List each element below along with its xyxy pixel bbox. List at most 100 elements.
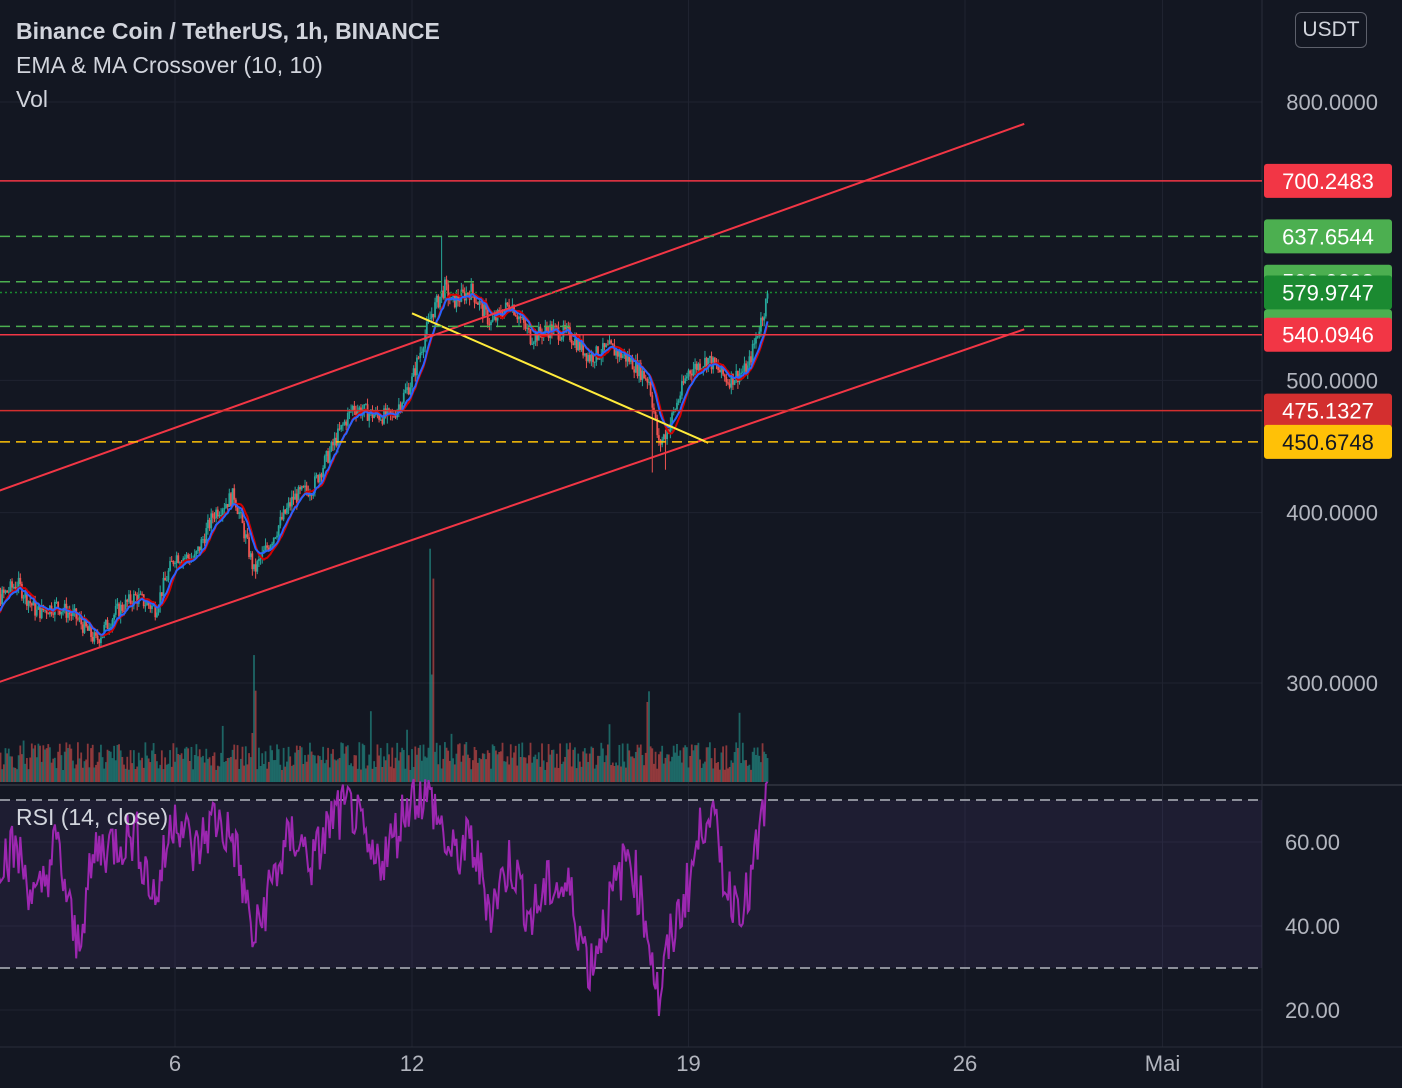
- candle-body: [236, 507, 239, 514]
- candle-body: [529, 329, 532, 345]
- candle-body: [389, 409, 392, 414]
- volume-bar: [394, 757, 397, 782]
- volume-bar: [225, 761, 227, 782]
- candle-body: [340, 424, 343, 430]
- candle-body: [633, 369, 636, 373]
- volume-bar: [70, 748, 73, 782]
- candle-body: [70, 614, 73, 616]
- candle-body: [470, 283, 473, 300]
- candle-body: [159, 592, 162, 607]
- candle-body: [78, 617, 81, 619]
- volume-bar: [745, 760, 748, 782]
- rsi-legend[interactable]: RSI (14, close): [16, 804, 169, 830]
- candle-body: [444, 279, 446, 299]
- candle-body: [501, 315, 504, 318]
- volume-bar: [292, 764, 295, 782]
- candle-body: [210, 513, 213, 529]
- candle-body: [19, 577, 22, 584]
- candle-body: [134, 594, 137, 596]
- volume-bar: [39, 745, 41, 782]
- candle-body: [730, 373, 733, 388]
- candle-body: [430, 313, 433, 319]
- candle-body: [246, 534, 249, 538]
- candle-body: [295, 493, 298, 503]
- candle-body: [740, 372, 743, 374]
- volume-bar: [646, 701, 649, 782]
- candle-body: [488, 324, 491, 326]
- volume-bar: [333, 759, 336, 782]
- candle-body: [132, 594, 135, 606]
- volume-bar: [190, 746, 193, 782]
- volume-bar: [63, 751, 66, 782]
- price-label-tag: [1264, 163, 1392, 198]
- volume-bar: [114, 760, 117, 782]
- candle-body: [687, 370, 690, 377]
- candle-body: [409, 387, 412, 395]
- volume-bar: [152, 743, 155, 782]
- volume-bar: [313, 755, 316, 782]
- price-tick-label: 500.0000: [1286, 368, 1378, 393]
- volume-bar: [108, 750, 111, 782]
- volume-bar: [207, 758, 209, 782]
- candle-body: [588, 354, 591, 362]
- volume-bar: [547, 744, 550, 782]
- candle-body: [625, 353, 627, 362]
- volume-bar: [289, 756, 292, 782]
- volume-bar: [708, 742, 711, 782]
- volume-bar: [468, 757, 471, 782]
- candle-body: [129, 594, 132, 604]
- volume-bar: [21, 754, 23, 782]
- volume-bar: [246, 764, 249, 782]
- candle-body: [262, 550, 265, 553]
- volume-bar: [743, 760, 746, 782]
- volume-bar: [524, 757, 527, 782]
- volume-bar: [471, 760, 474, 782]
- ema-ma-legend[interactable]: EMA & MA Crossover (10, 10): [16, 52, 323, 78]
- candle-body: [657, 435, 660, 441]
- candle-body: [480, 301, 483, 303]
- candle-body: [93, 632, 96, 642]
- volume-bar: [254, 690, 257, 782]
- candle-body: [453, 294, 456, 308]
- volume-bar: [9, 756, 12, 782]
- symbol-title[interactable]: Binance Coin / TetherUS, 1h, BINANCE: [16, 18, 440, 44]
- volume-bar: [569, 742, 571, 782]
- candle-body: [83, 619, 86, 633]
- volume-bar: [290, 765, 293, 782]
- candle-body: [662, 434, 665, 440]
- volume-bar: [537, 752, 540, 782]
- volume-bar: [467, 754, 469, 782]
- volume-bar: [281, 769, 283, 782]
- volume-bar: [513, 752, 515, 782]
- candle-body: [157, 606, 160, 613]
- candle-body: [45, 609, 48, 614]
- candle-body: [365, 404, 367, 406]
- candle-body: [108, 627, 111, 629]
- volume-bar: [12, 767, 15, 782]
- candle-body: [202, 539, 204, 541]
- candle-body: [348, 410, 351, 413]
- candle-body: [119, 604, 122, 617]
- volume-bar: [175, 747, 178, 782]
- volume-bar: [101, 757, 104, 782]
- candle-body: [473, 293, 476, 303]
- candle-body: [197, 546, 199, 552]
- volume-bar: [116, 744, 119, 782]
- candle-body: [401, 402, 404, 410]
- volume-bar: [730, 760, 733, 782]
- volume-bar: [690, 744, 693, 782]
- volume-bar: [644, 752, 647, 782]
- volume-bar: [575, 768, 578, 782]
- candle-body: [761, 317, 764, 321]
- volume-bar: [58, 743, 61, 782]
- candle-body: [613, 345, 616, 356]
- volume-bar: [583, 748, 586, 782]
- volume-bar: [416, 754, 418, 782]
- volume-legend[interactable]: Vol: [16, 86, 48, 112]
- price-label-tag: [1264, 275, 1392, 310]
- candle-body: [639, 362, 642, 380]
- currency-button[interactable]: USDT: [1295, 12, 1367, 48]
- volume-bar: [758, 755, 761, 782]
- candle-body: [669, 423, 672, 434]
